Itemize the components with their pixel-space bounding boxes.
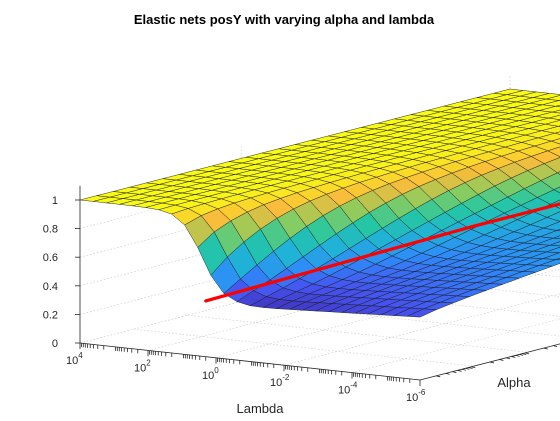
wall-grid-line	[79, 174, 511, 287]
y-minor-tick	[452, 371, 457, 374]
wall-grid-line	[79, 231, 511, 344]
minimum-path-line	[204, 202, 560, 303]
floor-grid-line	[283, 293, 560, 366]
z-tick-label: 0.2	[43, 309, 58, 321]
surface-patch	[551, 109, 560, 114]
y-minor-tick	[465, 367, 470, 370]
chart-title: Elastic nets posY with varying alpha and…	[134, 12, 435, 27]
y-minor-tick	[506, 357, 511, 360]
floor-grid-line	[133, 328, 474, 367]
floor-grid-line	[147, 243, 560, 351]
y-minor-tick	[457, 369, 462, 372]
y-minor-tick	[499, 359, 504, 361]
y-axis-label: Alpha	[497, 375, 531, 390]
y-minor-tick	[468, 367, 473, 369]
x-tick-label: 102	[134, 358, 151, 374]
x-tick-label: 10-2	[270, 373, 290, 389]
x-tick-label: 104	[66, 351, 83, 367]
floor-grid-line	[351, 318, 560, 373]
surface-mesh	[79, 88, 560, 318]
x-axis-label: Lambda	[237, 401, 285, 416]
floor-grid-line	[215, 268, 560, 359]
x-tick-label: 10-6	[406, 388, 426, 404]
y-minor-tick	[461, 368, 466, 371]
y-minor-tick	[553, 345, 558, 348]
y-minor-tick	[515, 354, 520, 357]
z-tick-label: 0.8	[43, 224, 58, 236]
x-axis-line	[79, 342, 421, 381]
minimum-path	[204, 202, 560, 303]
y-minor-tick	[471, 366, 476, 369]
surface-patch	[554, 131, 560, 135]
surface-patch	[79, 195, 110, 202]
y-minor-tick	[489, 361, 495, 364]
surface-patch	[553, 186, 560, 194]
y-minor-tick	[511, 356, 516, 358]
z-tick-label: 0	[52, 338, 58, 350]
y-minor-tick	[519, 354, 524, 356]
z-tick-label: 0.6	[43, 252, 58, 264]
y-axis-line	[419, 343, 560, 381]
wall-grid-line	[79, 145, 511, 258]
y-minor-tick	[522, 353, 527, 355]
floor-grid-line	[187, 314, 528, 353]
x-tick-label: 10-4	[338, 381, 358, 397]
wall-grid-line	[79, 117, 511, 229]
y-minor-tick	[524, 352, 530, 355]
z-tick-label: 0.4	[43, 281, 58, 293]
axes-box	[75, 185, 560, 386]
wall-grid-line	[79, 203, 511, 315]
y-minor-tick	[543, 347, 548, 350]
y-minor-tick	[445, 372, 450, 375]
z-tick-label: 1	[52, 195, 58, 207]
surface-patch	[557, 171, 560, 175]
x-tick-label: 100	[202, 366, 219, 382]
y-minor-tick	[436, 375, 441, 378]
tick-labels: 10410210010-210-410-610-510000.20.40.60.…	[43, 195, 426, 404]
